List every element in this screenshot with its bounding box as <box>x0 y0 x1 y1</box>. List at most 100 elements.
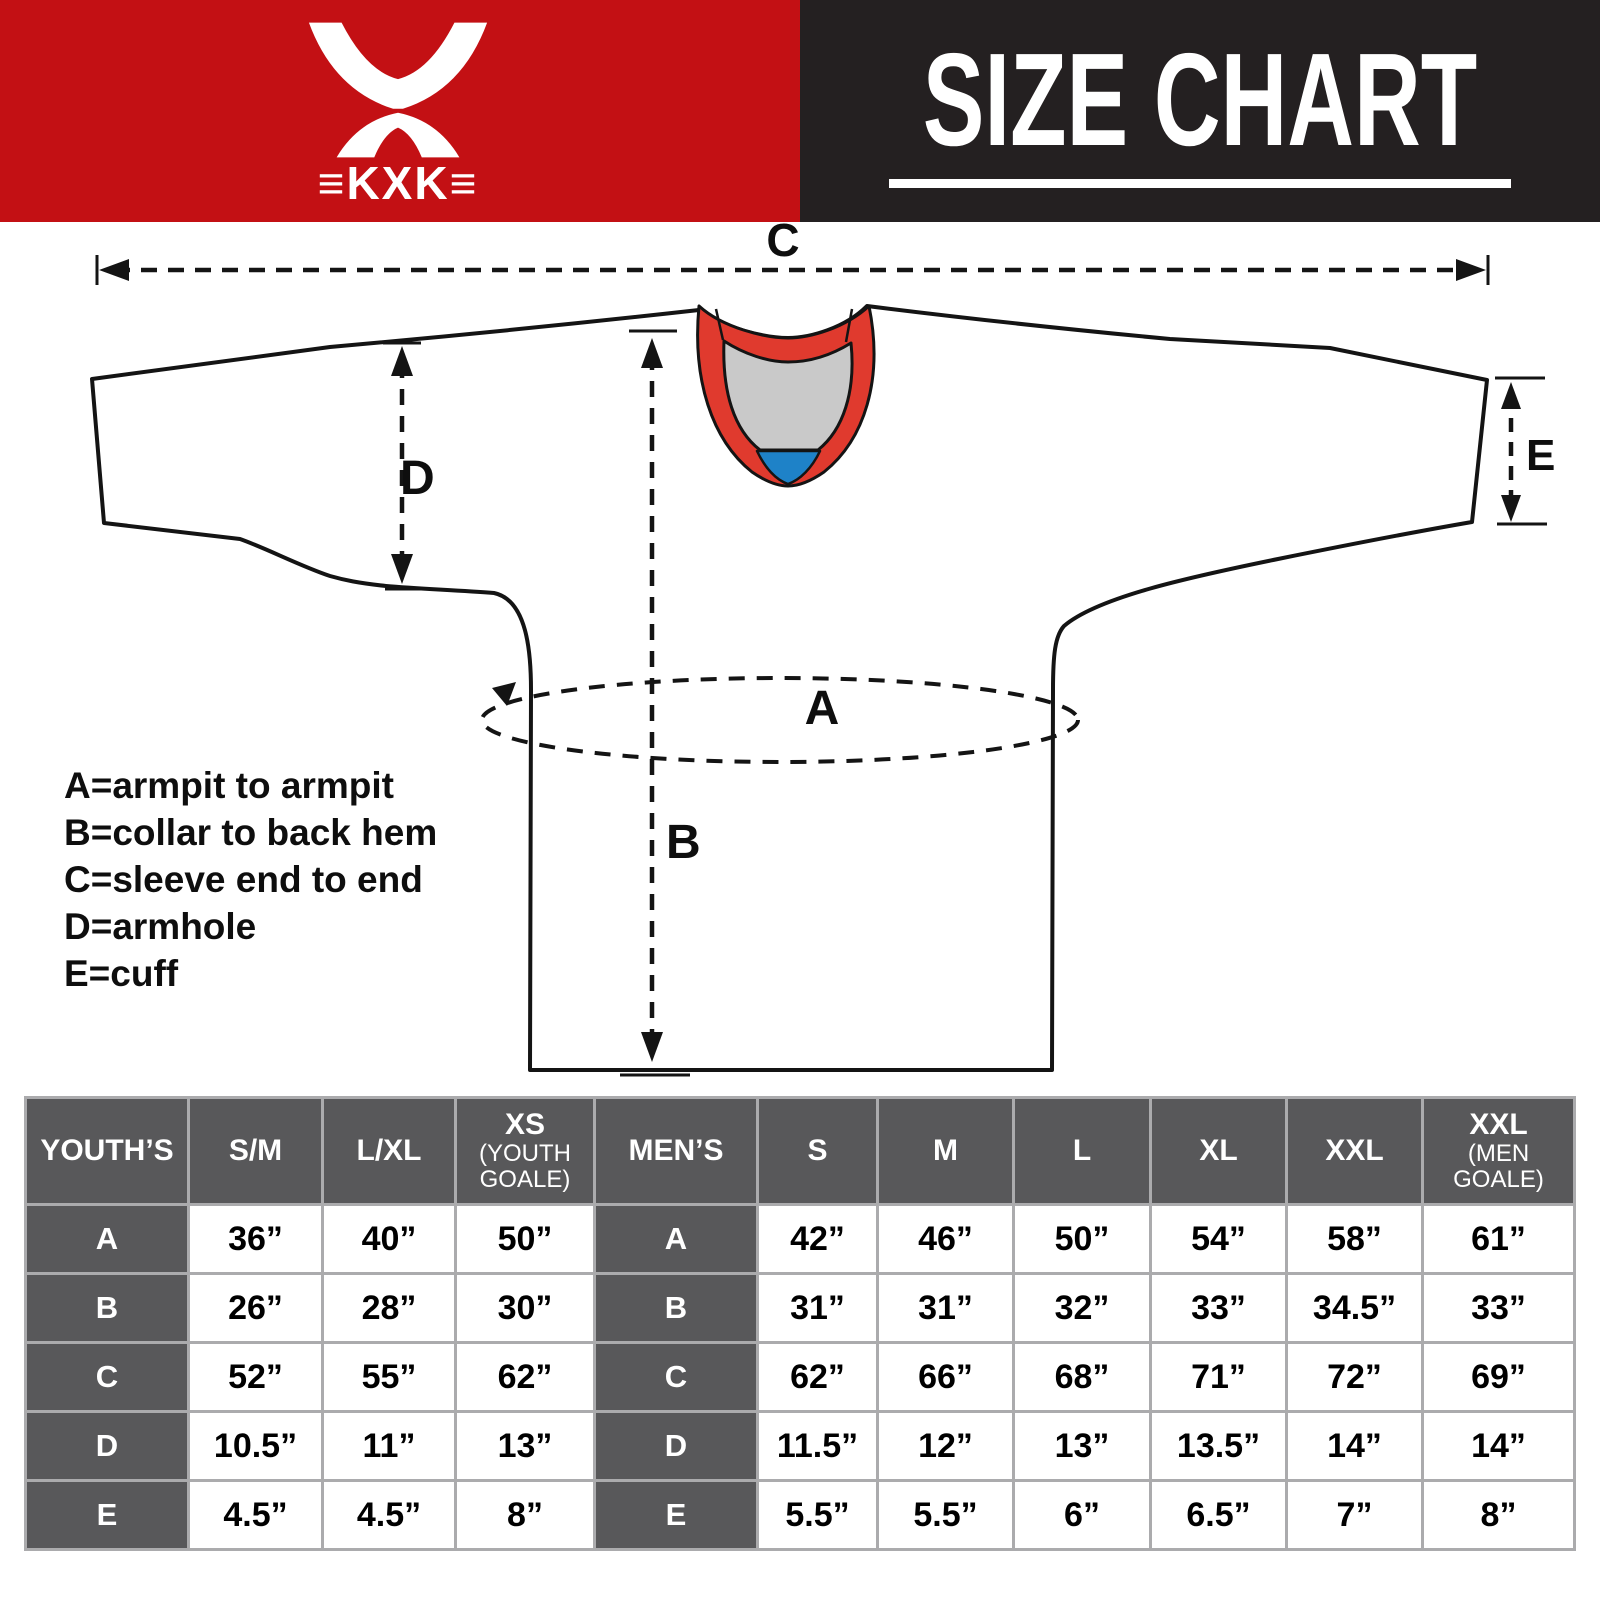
brand-logo: ≡KXK≡ <box>299 22 497 206</box>
size-value-cell: 31” <box>879 1275 1012 1341</box>
size-header-cell: S <box>759 1099 876 1203</box>
brand-wordmark: ≡KXK≡ <box>317 157 479 209</box>
collar-tip-insert <box>755 449 822 486</box>
row-label-cell: A <box>27 1206 187 1272</box>
size-value-cell: 54” <box>1152 1206 1285 1272</box>
size-header-cell: M <box>879 1099 1012 1203</box>
size-value-cell: 30” <box>457 1275 593 1341</box>
size-value-cell: 8” <box>457 1482 593 1548</box>
group-header-cell: MEN’S <box>596 1099 756 1203</box>
size-value-cell: 40” <box>324 1206 454 1272</box>
size-value-cell: 62” <box>759 1344 876 1410</box>
size-value-cell: 31” <box>759 1275 876 1341</box>
legend-item-d: D=armhole <box>64 906 257 947</box>
size-value-cell: 69” <box>1424 1344 1573 1410</box>
size-value-cell: 5.5” <box>759 1482 876 1548</box>
measure-legend: A=armpit to armpit B=collar to back hem … <box>64 762 437 997</box>
legend-item-e: E=cuff <box>64 953 179 994</box>
measure-e-arrow <box>1495 376 1547 526</box>
size-value-cell: 13.5” <box>1152 1413 1285 1479</box>
size-value-cell: 6.5” <box>1152 1482 1285 1548</box>
size-header-cell: L <box>1015 1099 1149 1203</box>
size-value-cell: 32” <box>1015 1275 1149 1341</box>
size-value-cell: 50” <box>1015 1206 1149 1272</box>
size-value-cell: 62” <box>457 1344 593 1410</box>
row-label-cell: B <box>27 1275 187 1341</box>
size-value-cell: 71” <box>1152 1344 1285 1410</box>
table-header-row: YOUTH’S S/M L/XL XS (YOUTH GOALE) MEN’S S M L XL X… <box>27 1099 1573 1203</box>
size-value-cell: 13” <box>457 1413 593 1479</box>
size-value-cell: 11” <box>324 1413 454 1479</box>
row-label-cell: B <box>596 1275 756 1341</box>
size-value-cell: 42” <box>759 1206 876 1272</box>
table-row: A 36” 40” 50” A 42” 46” 50” 54” 58” 61” <box>27 1206 1573 1272</box>
size-value-cell: 66” <box>879 1344 1012 1410</box>
measure-b-arrow <box>620 329 690 1077</box>
size-value-cell: 46” <box>879 1206 1012 1272</box>
row-label-cell: D <box>27 1413 187 1479</box>
size-header-cell: L/XL <box>324 1099 454 1203</box>
size-value-cell: 33” <box>1152 1275 1285 1341</box>
kxk-mark-icon <box>308 22 488 158</box>
size-value-cell: 52” <box>190 1344 321 1410</box>
page-title: SIZE CHART <box>922 26 1478 173</box>
size-value-cell: 34.5” <box>1288 1275 1421 1341</box>
size-value-cell: 12” <box>879 1413 1012 1479</box>
size-header-subtext: (YOUTH GOALE) <box>479 1140 571 1194</box>
jersey-diagram: C D B A E <box>90 222 1555 1077</box>
table-row: E 4.5” 4.5” 8” E 5.5” 5.5” 6” 6.5” 7” 8” <box>27 1482 1573 1548</box>
measure-d-arrow <box>383 341 423 591</box>
size-value-cell: 10.5” <box>190 1413 321 1479</box>
legend-item-c: C=sleeve end to end <box>64 859 423 900</box>
measure-label-d: D <box>400 452 435 505</box>
size-header-cell: XL <box>1152 1099 1285 1203</box>
measure-label-a: A <box>805 682 840 735</box>
size-header-subtext: (MEN GOALE) <box>1453 1140 1544 1194</box>
size-value-cell: 8” <box>1424 1482 1573 1548</box>
size-value-cell: 28” <box>324 1275 454 1341</box>
group-header-cell: YOUTH’S <box>27 1099 187 1203</box>
measure-label-c: C <box>766 222 799 266</box>
size-header-cell: S/M <box>190 1099 321 1203</box>
title-underline <box>889 179 1511 188</box>
table-row: B 26” 28” 30” B 31” 31” 32” 33” 34.5” 33” <box>27 1275 1573 1341</box>
title-header: SIZE CHART <box>800 0 1600 222</box>
size-value-cell: 26” <box>190 1275 321 1341</box>
size-value-cell: 7” <box>1288 1482 1421 1548</box>
row-label-cell: E <box>27 1482 187 1548</box>
collar-fold-lines <box>714 308 854 343</box>
measure-a-ellipse <box>480 676 1080 764</box>
size-value-cell: 36” <box>190 1206 321 1272</box>
size-value-cell: 72” <box>1288 1344 1421 1410</box>
size-value-cell: 58” <box>1288 1206 1421 1272</box>
size-header-cell: XS (YOUTH GOALE) <box>457 1099 593 1203</box>
size-value-cell: 6” <box>1015 1482 1149 1548</box>
size-header-cell: XXL (MEN GOALE) <box>1424 1099 1573 1203</box>
size-value-cell: 5.5” <box>879 1482 1012 1548</box>
size-value-cell: 14” <box>1288 1413 1421 1479</box>
row-label-cell: E <box>596 1482 756 1548</box>
measure-c-arrow <box>95 255 1490 285</box>
size-table: YOUTH’S S/M L/XL XS (YOUTH GOALE) MEN’S S M L XL X… <box>24 1096 1576 1551</box>
row-label-cell: D <box>596 1413 756 1479</box>
legend-item-a: A=armpit to armpit <box>64 765 394 806</box>
size-value-cell: 33” <box>1424 1275 1573 1341</box>
size-value-cell: 13” <box>1015 1413 1149 1479</box>
size-value-cell: 55” <box>324 1344 454 1410</box>
row-label-cell: C <box>596 1344 756 1410</box>
brand-header: ≡KXK≡ <box>0 0 800 222</box>
size-value-cell: 50” <box>457 1206 593 1272</box>
size-value-cell: 68” <box>1015 1344 1149 1410</box>
row-label-cell: A <box>596 1206 756 1272</box>
table-row: C 52” 55” 62” C 62” 66” 68” 71” 72” 69” <box>27 1344 1573 1410</box>
measure-label-e: E <box>1526 431 1555 480</box>
size-value-cell: 4.5” <box>190 1482 321 1548</box>
measure-label-b: B <box>666 816 701 869</box>
size-value-cell: 11.5” <box>759 1413 876 1479</box>
collar <box>696 304 876 488</box>
collar-inner-panel <box>722 339 854 452</box>
size-value-cell: 61” <box>1424 1206 1573 1272</box>
legend-item-b: B=collar to back hem <box>64 812 438 853</box>
size-header-cell: XXL <box>1288 1099 1421 1203</box>
